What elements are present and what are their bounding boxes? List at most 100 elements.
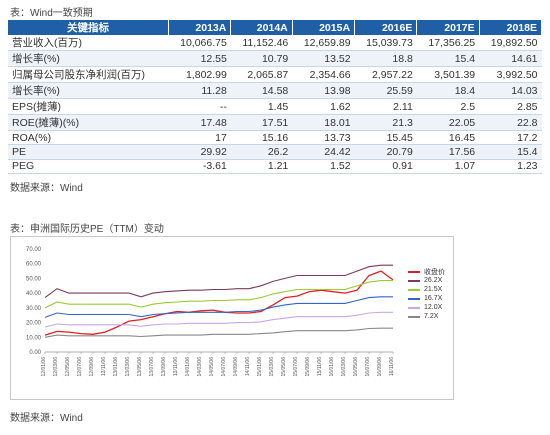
series-line-3 [44,296,393,318]
legend-item: 16.7X [408,294,445,303]
x-tick-label: 14/09/06 [233,357,239,377]
table-cell: 17.48 [168,114,231,131]
table-cell: 12.55 [168,50,231,67]
legend-swatch [408,297,420,300]
table-cell: -- [168,98,231,115]
table-cell: 2,065.87 [230,66,293,83]
table-cell: 18.4 [416,82,480,99]
table-cell: 14.61 [479,50,542,67]
table-cell: 11,152.46 [230,35,293,51]
x-tick-label: 16/07/06 [365,357,371,377]
table-cell: 15.4 [416,50,480,67]
table-cell: 14.58 [230,82,293,99]
chart-svg: 0.00 10.00 20.00 30.00 40.00 50.00 60.00 70.00 1… [26,247,395,377]
header-cell-2018E: 2018E [479,20,543,35]
series-line-4 [44,311,393,328]
x-tick-label: 14/05/06 [209,357,215,377]
table-cell: 增长率(%) [8,82,169,99]
x-tick-label: 12/11/06 [101,357,107,376]
table-cell: 29.92 [168,144,231,160]
table-cell: 1.62 [292,98,355,115]
table-cell: 12,659.89 [292,35,355,51]
table-cell: 增长率(%) [8,50,169,67]
y-tick-label: 20.00 [26,321,42,327]
table-cell: ROE(摊薄)(%) [8,114,169,131]
legend-swatch [408,288,420,291]
table-source: 数据来源：Wind [10,183,83,194]
chart-source: 数据来源：Wind [10,413,83,424]
y-tick-label: 10.00 [26,335,42,341]
table-cell: 24.42 [292,144,355,160]
legend-label: 12.0X [424,304,443,311]
table-caption: 表：Wind一致预期 [10,8,93,19]
table-cell: 18.01 [292,114,355,131]
table-cell: PE [8,144,169,160]
table-cell: 15.16 [230,130,293,146]
header-cell-2016E: 2016E [354,20,418,35]
x-tick-label: 16/05/06 [353,357,359,377]
table-cell: 22.8 [479,114,542,131]
x-tick-label: 15/03/06 [269,357,275,377]
legend-label: 收盘价 [424,268,445,276]
x-tick-label: 12/09/06 [89,357,95,377]
x-tick-label: 16/03/06 [341,357,347,377]
x-tick-label: 14/03/06 [197,357,203,377]
table-cell: 26.2 [230,144,293,160]
table-cell: 14.03 [479,82,542,99]
legend-item: 26.2X [408,276,445,285]
table-cell: 0.91 [354,159,417,174]
table-cell: 2,354.66 [292,66,355,83]
y-tick-label: 40.00 [26,291,42,297]
x-tick-label: 15/09/06 [305,357,311,377]
legend-swatch [408,270,420,273]
table-cell: 15.45 [354,130,417,146]
consensus-table: 关键指标 2013A 2014A 2015A 2016E 2017E 2018E 营业收入(… [8,20,543,174]
x-tick-label: 12/03/06 [53,357,59,377]
y-tick-label: 70.00 [26,247,42,253]
legend-swatch [408,279,420,282]
table-cell: 16.45 [416,130,480,146]
legend-label: 26.2X [424,277,443,284]
table-cell: 1.21 [230,159,293,174]
x-tick-label: 13/11/06 [173,357,179,376]
table-cell: 1,802.99 [168,66,231,83]
x-tick-label: 13/01/06 [113,357,119,377]
chart-legend: 收盘价 26.2X 21.5X 16.7X 12.0X 7.2X [408,267,445,321]
legend-swatch [408,306,420,309]
legend-label: 16.7X [424,295,443,302]
table-row: PE 29.92 26.2 24.42 20.79 17.56 15.4 [8,144,542,160]
table-row: 归属母公司股东净利润(百万) 1,802.99 2,065.87 2,354.66 2,… [8,66,542,83]
x-tick-label: 12/01/06 [41,357,47,377]
table-row: PEG -3.61 1.21 1.52 0.91 1.07 1.23 [8,159,542,174]
table-cell: 17.56 [416,144,480,160]
series-line-5 [44,327,393,338]
x-tick-label: 14/11/06 [245,357,251,376]
x-tick-label: 15/11/06 [317,357,323,376]
table-header-row: 关键指标 2013A 2014A 2015A 2016E 2017E 2018E [8,20,543,35]
table-cell: 17.2 [479,130,542,146]
table-row: ROE(摊薄)(%) 17.48 17.51 18.01 21.3 22.05 22.8 [8,114,542,131]
series-line-0 [44,270,394,336]
series-line-1 [44,264,393,299]
table-cell: 10,066.75 [168,35,231,51]
y-tick-label: 0.00 [29,350,41,356]
y-tick-label: 60.00 [26,262,42,268]
chart-caption: 表：申洲国际历史PE（TTM）变动 [10,224,164,235]
x-tick-label: 16/09/06 [377,357,383,377]
x-tick-label: 15/05/06 [281,357,287,377]
x-tick-label: 15/07/06 [293,357,299,377]
table-cell: 21.3 [354,114,417,131]
header-cell-2013A: 2013A [168,20,232,35]
table-cell: 18.8 [354,50,417,67]
x-tick-label: 16/11/06 [389,357,395,376]
table-cell: 11.28 [168,82,231,99]
table-cell: 15.4 [479,144,542,160]
x-tick-label: 13/05/06 [137,357,143,377]
x-tick-label: 12/07/06 [77,357,83,377]
header-cell-2017E: 2017E [416,20,480,35]
legend-item: 21.5X [408,285,445,294]
y-tick-label: 30.00 [26,306,42,312]
legend-swatch [408,315,420,318]
table-cell: EPS(摊薄) [8,98,169,115]
table-cell: 17.51 [230,114,293,131]
